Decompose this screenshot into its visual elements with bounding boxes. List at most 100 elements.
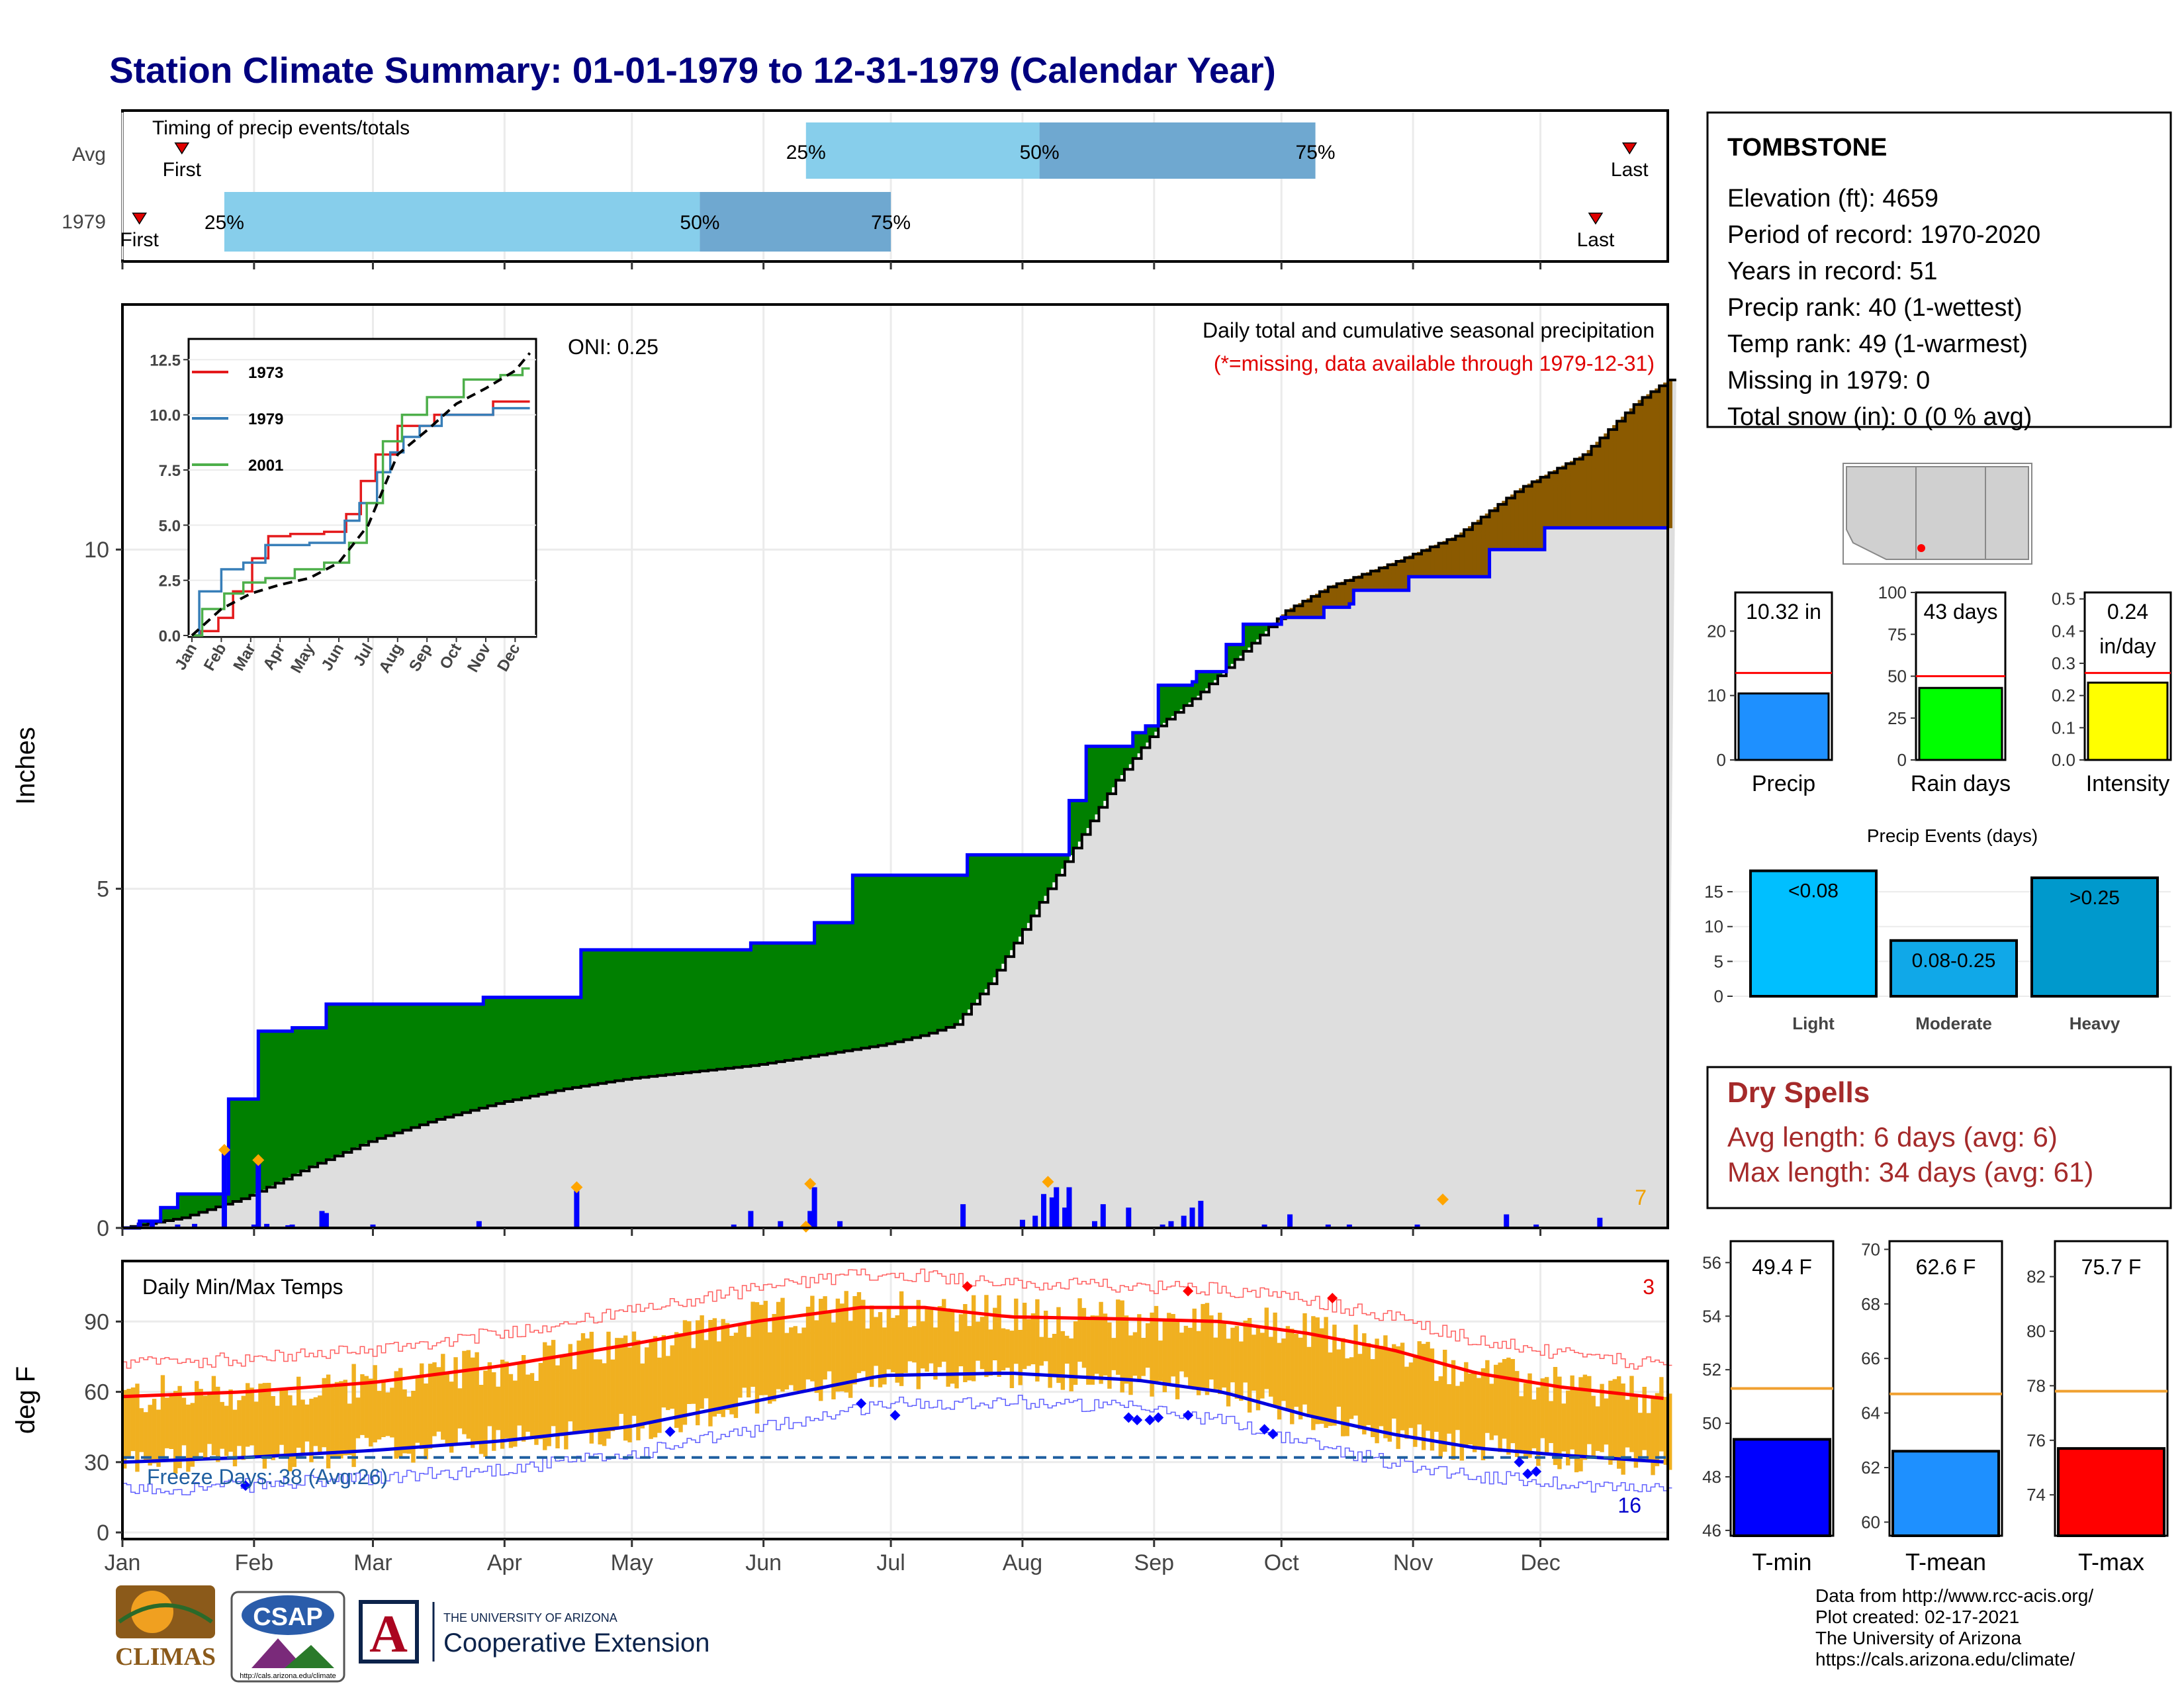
daily-precip-bar-40	[1346, 1224, 1352, 1228]
timing-label-50-1: 50%	[680, 212, 719, 234]
precip-daily-bars	[136, 1144, 1603, 1233]
temp-bar-tick-label-2-1: 76	[2026, 1430, 2046, 1450]
precip-ytick-label-0: 0	[97, 1216, 109, 1241]
oni-label: ONI: 0.25	[568, 335, 659, 359]
station-line-snow: Total snow (in): 0 (0 % avg)	[1727, 403, 2032, 431]
temp-bar-tick-label-2-0: 74	[2026, 1485, 2046, 1505]
precip-marker-4	[1042, 1176, 1054, 1188]
mini-bar-value-label-2: 0.24	[2107, 600, 2148, 624]
events-bar-light	[1749, 869, 1878, 998]
record-cold-marker-3	[889, 1410, 901, 1421]
precip-marker-2	[570, 1181, 583, 1194]
events-bar-label-0: <0.08	[1788, 880, 1839, 902]
daily-precip-bar-1	[149, 1219, 155, 1228]
mini-bar-tick-label-1-4: 100	[1878, 583, 1907, 602]
daily-precip-bar-5	[251, 1224, 257, 1228]
station-info-box: TOMBSTONE Elevation (ft): 4659 Period of…	[1706, 111, 2172, 431]
daily-precip-bar-6	[255, 1163, 261, 1228]
precip-ytick-label-2: 10	[84, 538, 109, 563]
daily-precip-bar-0	[136, 1222, 142, 1228]
cumulative-1979-line	[122, 526, 1668, 1230]
timing-bar-q25-q50-0	[805, 122, 1040, 179]
mini-bar-tick-label-1-1: 25	[1888, 708, 1907, 728]
inset-ytick-label-1: 2.5	[159, 573, 181, 590]
station-line-missing: Missing in 1979: 0	[1727, 367, 1930, 395]
daily-precip-bar-30	[1100, 1204, 1106, 1228]
precip-marker-6	[799, 1220, 812, 1233]
ua-block-a-frame	[359, 1600, 419, 1664]
temp-bar-tick-label-1-2: 64	[1861, 1403, 1880, 1423]
mini-bar-category-label-0: Precip	[1752, 771, 1815, 796]
record-cold-marker-10	[1267, 1429, 1279, 1440]
climas-logo-text: CLIMAS	[115, 1643, 216, 1671]
precip-count: 7	[1635, 1186, 1647, 1209]
precip-header: Daily total and cumulative seasonal prec…	[1203, 318, 1655, 342]
daily-precip-bar-18	[807, 1211, 813, 1228]
temp-bar-tick-label-0-3: 52	[1702, 1360, 1721, 1380]
dry-spells-avg: Avg length: 6 days (avg: 6)	[1727, 1121, 2058, 1152]
map-state-newmexico	[1915, 466, 1986, 560]
temp-bar-value-label-1: 62.6 F	[1916, 1255, 1976, 1279]
precip-events-chart: Precip Events (days) 0 5 10 15 <0.08 Light 0.08…	[1704, 825, 2171, 1033]
precip-frame	[121, 303, 1669, 1229]
temp-bar-tick-label-0-5: 56	[1702, 1252, 1721, 1272]
temp-bar-tick-label-2-3: 80	[2026, 1321, 2046, 1341]
inset-legend-label-0: 1973	[248, 364, 283, 382]
record-cold-marker-2	[856, 1398, 867, 1409]
timing-bar-q50-q75-1	[700, 192, 891, 252]
record-cold-marker-13	[1531, 1466, 1542, 1477]
record-cold-marker-1	[664, 1426, 676, 1437]
timing-row-year-label: 1979	[62, 211, 106, 233]
timing-row-avg-label: Avg	[72, 144, 106, 165]
daily-precip-bar-43	[1533, 1224, 1539, 1228]
temp-bar-tick-label-1-3: 66	[1861, 1348, 1880, 1368]
credits: Data from http://www.rcc-acis.org/ Plot …	[1815, 1585, 2093, 1669]
temp-bar-category-label-0: T-min	[1752, 1548, 1812, 1575]
station-line-years: Years in record: 51	[1727, 258, 1938, 285]
timing-title: Timing of precip events/totals	[152, 117, 410, 139]
csap-logo: CSAP http://cals.arizona.edu/climate	[230, 1591, 345, 1683]
temp-bar-value-2	[2057, 1447, 2165, 1538]
credit-line-3: The University of Arizona	[1815, 1628, 2022, 1648]
avg-cumulative-line	[122, 379, 1676, 1229]
precip-marker-1	[252, 1154, 265, 1166]
daily-precip-bar-39	[1325, 1224, 1331, 1228]
daily-precip-bar-35	[1189, 1207, 1195, 1228]
inset-legend-label-2: 2001	[248, 457, 283, 475]
timing-label-25-0: 25%	[786, 142, 826, 164]
temp-bar-tick-label-1-1: 62	[1861, 1458, 1880, 1477]
timing-bar-q25-q50-1	[224, 192, 700, 252]
ua-block-a: A	[369, 1605, 408, 1664]
events-tick-label-1: 5	[1714, 951, 1723, 971]
temp-ytick-label-2: 60	[84, 1380, 109, 1405]
record-high-line	[122, 1268, 1672, 1370]
credit-line-2: Plot created: 02-17-2021	[1815, 1607, 2019, 1627]
station-line-temp-rank: Temp rank: 49 (1-warmest)	[1727, 330, 2028, 358]
dry-spells-frame	[1706, 1066, 2172, 1209]
precip-marker-0	[218, 1144, 230, 1156]
daily-precip-bar-31	[1126, 1207, 1132, 1228]
record-cold-marker-4	[1123, 1412, 1134, 1423]
daily-precip-bar-27	[1062, 1207, 1068, 1228]
precip-y-axis: 0 5 10	[84, 538, 122, 1241]
ua-small-text: THE UNIVERSITY OF ARIZONA	[443, 1611, 617, 1624]
events-tick-label-0: 0	[1714, 986, 1723, 1006]
station-line-elevation: Elevation (ft): 4659	[1727, 185, 1938, 212]
inset-series-line-average	[191, 352, 531, 637]
first-event-marker-0	[174, 142, 190, 155]
temp-bar-value-0	[1733, 1438, 1831, 1537]
daily-temp-range-bars	[122, 1291, 1672, 1476]
annual-precip-bars: 0 10 20 10.32 in Precip 0 25 50 75 100 43 days Rain…	[1707, 583, 2172, 796]
hot-count: 3	[1643, 1275, 1655, 1299]
daily-precip-bar-29	[1091, 1221, 1097, 1228]
month-label-11: Dec	[1520, 1550, 1560, 1575]
daily-precip-bar-41	[1414, 1224, 1420, 1228]
last-event-marker-1	[1588, 212, 1604, 225]
temp-bar-tick-label-0-0: 46	[1702, 1521, 1721, 1540]
avg-min-temp-line	[122, 1372, 1664, 1464]
csap-mountain	[251, 1638, 304, 1668]
daily-precip-bar-16	[748, 1211, 754, 1228]
daily-precip-bar-37	[1261, 1224, 1267, 1228]
inset-ytick-label-2: 5.0	[159, 517, 181, 535]
